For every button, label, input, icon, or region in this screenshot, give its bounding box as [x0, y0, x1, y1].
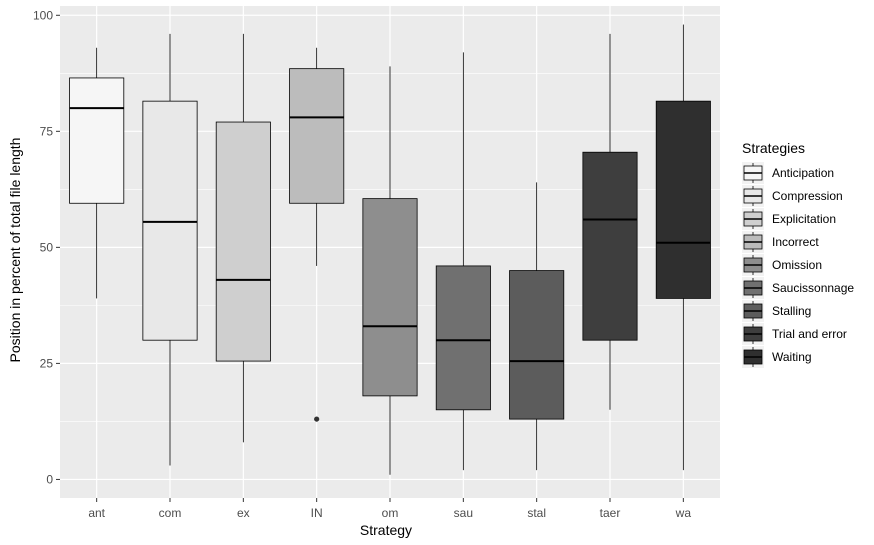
legend-item-3: Explicitation — [742, 208, 836, 230]
box-wa — [655, 24, 711, 471]
legend-item-4: Incorrect — [742, 231, 819, 253]
y-tick-label: 75 — [40, 124, 54, 138]
box-iqr — [215, 121, 271, 362]
legend: Strategies Anticipation Compression Explic… — [742, 140, 854, 368]
legend-label: Trial and error — [772, 327, 847, 341]
legend-label: Stalling — [772, 304, 811, 318]
box-series — [69, 24, 711, 475]
box-taer — [582, 33, 638, 410]
y-tick-label: 100 — [33, 8, 53, 22]
x-tick-label: com — [159, 506, 182, 520]
box-ex — [215, 33, 271, 443]
box-iqr — [69, 77, 125, 204]
x-axis-ticks: ant com ex IN om sau stal taer wa — [88, 498, 691, 520]
legend-label: Omission — [772, 258, 822, 272]
box-iqr — [435, 265, 491, 411]
legend-title: Strategies — [742, 140, 805, 156]
x-tick-label: sau — [454, 506, 473, 520]
x-tick-label: taer — [600, 506, 621, 520]
box-iqr — [142, 100, 198, 341]
legend-item-2: Compression — [742, 185, 843, 207]
box-iqr — [289, 68, 345, 204]
box-ant — [69, 47, 125, 299]
x-tick-label: stal — [527, 506, 546, 520]
x-tick-label: IN — [311, 506, 323, 520]
x-axis-title: Strategy — [360, 522, 412, 538]
legend-item-5: Omission — [742, 254, 822, 276]
box-stal — [509, 182, 565, 471]
x-tick-label: om — [382, 506, 399, 520]
box-sau — [435, 52, 491, 471]
y-axis-title: Position in percent of total file length — [7, 138, 23, 363]
legend-label: Explicitation — [772, 212, 836, 226]
legend-item-7: Stalling — [742, 300, 811, 322]
box-om — [362, 66, 418, 475]
box-com — [142, 33, 198, 466]
legend-item-8: Trial and error — [742, 323, 847, 345]
box-iqr — [582, 151, 638, 341]
legend-label: Saucissonnage — [772, 281, 854, 295]
legend-label: Incorrect — [772, 235, 819, 249]
box-iqr — [509, 270, 565, 420]
y-tick-label: 25 — [40, 356, 54, 370]
box-iqr — [655, 100, 711, 299]
y-axis-ticks: 0 25 50 75 100 — [33, 8, 60, 486]
y-tick-label: 0 — [46, 472, 53, 486]
legend-item-9: Waiting — [742, 346, 812, 368]
legend-item-6: Saucissonnage — [742, 277, 854, 299]
legend-label: Compression — [772, 189, 843, 203]
outlier-point — [314, 416, 320, 422]
x-tick-label: ex — [237, 506, 250, 520]
box-IN — [289, 47, 345, 422]
legend-item-1: Anticipation — [742, 162, 834, 184]
legend-label: Anticipation — [772, 166, 834, 180]
x-tick-label: ant — [88, 506, 105, 520]
box-iqr — [362, 198, 418, 397]
legend-label: Waiting — [772, 350, 812, 364]
y-tick-label: 50 — [40, 240, 54, 254]
x-tick-label: wa — [675, 506, 692, 520]
